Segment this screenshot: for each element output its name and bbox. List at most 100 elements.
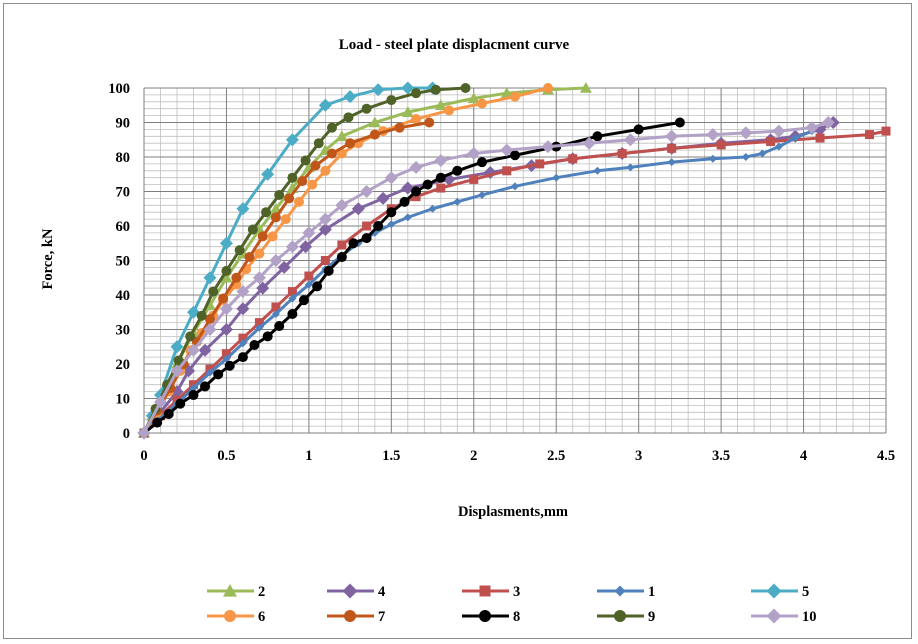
data-point (881, 126, 891, 136)
data-point (766, 136, 776, 146)
x-tick-label: 0 (140, 448, 147, 464)
data-point (310, 160, 321, 171)
legend-item-6: 6 (207, 609, 265, 625)
data-point (542, 83, 553, 93)
legend-marker (342, 583, 358, 599)
data-point (394, 122, 405, 133)
series-8 (139, 117, 685, 438)
data-point (411, 186, 422, 197)
data-point (348, 238, 359, 249)
legend-item-8: 8 (462, 609, 520, 625)
data-point (287, 287, 297, 297)
data-point (307, 179, 318, 190)
data-point (411, 88, 422, 99)
data-point (219, 323, 233, 336)
data-point (335, 130, 348, 142)
data-point (387, 220, 396, 229)
data-point (222, 354, 231, 363)
data-point (667, 143, 677, 153)
y-axis-title: Force, kN (40, 228, 56, 289)
data-point (401, 81, 415, 95)
series-line (142, 121, 829, 434)
data-point (469, 174, 479, 184)
data-point (219, 236, 233, 250)
data-point (213, 369, 224, 380)
data-point (298, 295, 309, 306)
data-point (257, 231, 268, 242)
series-9 (139, 83, 471, 438)
data-point (582, 136, 596, 150)
data-point (254, 248, 265, 259)
series-7 (139, 117, 435, 438)
legend-item-9: 9 (597, 609, 655, 625)
data-point (510, 91, 520, 102)
data-point (300, 155, 311, 166)
y-tick-label: 70 (116, 185, 131, 201)
data-point (293, 196, 304, 207)
data-point (368, 116, 381, 128)
legend-marker (223, 584, 237, 597)
data-point (271, 309, 280, 318)
data-point (436, 183, 446, 193)
data-point (256, 281, 270, 295)
data-point (633, 124, 644, 135)
data-point (287, 172, 298, 183)
x-tick-label: 4.5 (877, 448, 895, 464)
data-point (280, 214, 291, 225)
x-tick-label: 3 (635, 448, 642, 464)
data-point (665, 129, 679, 143)
data-point (203, 271, 217, 285)
data-point (204, 314, 215, 325)
data-point (238, 333, 248, 343)
y-tick-label: 20 (116, 357, 131, 373)
data-point (188, 390, 199, 401)
data-point (313, 138, 324, 149)
data-point (231, 272, 242, 283)
data-point (435, 172, 446, 183)
y-tick-label: 90 (116, 116, 131, 132)
data-point (568, 154, 578, 164)
legend-item-3: 3 (462, 584, 520, 600)
data-point (805, 121, 819, 135)
data-point (196, 310, 207, 321)
data-point (236, 302, 250, 316)
data-point (386, 95, 397, 106)
data-point (270, 212, 281, 223)
data-point (198, 343, 212, 357)
data-point (552, 173, 561, 182)
data-point (452, 165, 463, 176)
data-point (434, 153, 448, 167)
data-point (460, 83, 471, 93)
data-point (739, 126, 753, 140)
data-point (409, 160, 423, 174)
data-point (326, 148, 337, 159)
data-point (667, 158, 676, 167)
data-point (430, 84, 441, 95)
data-point (617, 149, 627, 159)
data-point (262, 331, 273, 342)
legend-label: 1 (648, 584, 655, 600)
data-point (302, 226, 316, 240)
y-tick-label: 80 (116, 150, 131, 166)
data-point (200, 381, 211, 392)
legend-marker (614, 610, 626, 622)
x-tick-label: 2.5 (547, 448, 565, 464)
data-point (238, 339, 247, 348)
data-point (304, 280, 313, 289)
data-point (384, 171, 398, 185)
data-point (269, 254, 283, 267)
data-point (434, 99, 447, 111)
data-point (274, 321, 285, 332)
data-point (220, 271, 233, 283)
data-point (626, 163, 635, 172)
y-tick-label: 30 (116, 323, 131, 339)
x-tick-label: 4 (800, 448, 807, 464)
data-point (219, 302, 233, 316)
y-tick-label: 0 (123, 426, 130, 442)
data-point (478, 190, 487, 199)
data-point (411, 114, 422, 125)
data-point (274, 189, 285, 200)
data-point (185, 331, 196, 342)
data-point (593, 166, 602, 175)
legend-marker (766, 583, 782, 599)
